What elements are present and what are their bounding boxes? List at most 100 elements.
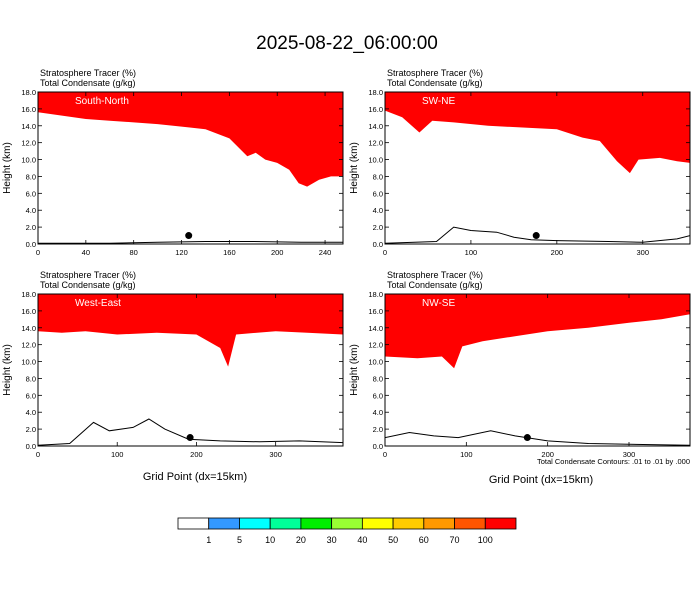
colorbar-swatch (454, 517, 486, 530)
x-tick-label: 100 (465, 248, 478, 257)
y-tick-label: 4.0 (373, 408, 383, 417)
x-tick-label: 0 (383, 450, 387, 459)
y-tick-label: 8.0 (373, 172, 383, 181)
x-tick-label: 200 (271, 248, 284, 257)
y-tick-label: 14.0 (368, 324, 383, 333)
colorbar-swatch (300, 517, 333, 530)
y-tick-label: 12.0 (21, 341, 36, 350)
colorbar-label: 70 (450, 535, 460, 545)
x-tick-label: 300 (623, 450, 636, 459)
colorbar-swatch (331, 517, 363, 530)
colorbar-label: 30 (327, 535, 337, 545)
y-axis-label: Height (km) (349, 142, 360, 194)
tracer-band-0 (385, 294, 690, 369)
y-tick-label: 16.0 (368, 105, 383, 114)
west-east-xlabel: Grid Point (dx=15km) (143, 471, 247, 483)
y-tick-label: 18.0 (368, 88, 383, 97)
tracer-band-0 (38, 92, 343, 187)
y-tick-label: 0.0 (373, 442, 383, 451)
x-tick-label: 200 (190, 450, 203, 459)
panel-header-line: Total Condensate (g/kg) (40, 78, 136, 88)
x-tick-label: 160 (223, 248, 236, 257)
y-tick-label: 2.0 (26, 223, 36, 232)
y-tick-label: 0.0 (26, 442, 36, 451)
plot-frame (37, 91, 344, 245)
terrain-line (385, 226, 690, 244)
y-tick-label: 2.0 (373, 425, 383, 434)
panel-sw-ne: 0.0 2.0 4.0 6.0 8.0 10.0 12.0 14.0 16.0 18.0 0 100 2… (349, 68, 691, 257)
colorbar-label: 20 (296, 535, 306, 545)
colorbar-swatch (484, 517, 517, 530)
y-tick-label: 10.0 (368, 156, 383, 165)
y-tick-label: 14.0 (21, 122, 36, 131)
colorbar-label: 5 (237, 535, 242, 545)
location-marker (186, 434, 194, 442)
y-tick-label: 18.0 (368, 290, 383, 299)
x-tick-label: 0 (36, 450, 40, 459)
terrain-line (385, 430, 690, 446)
x-tick-label: 300 (636, 248, 649, 257)
y-tick-label: 14.0 (21, 324, 36, 333)
y-axis-label: Height (km) (349, 344, 360, 396)
y-tick-label: 4.0 (26, 206, 36, 215)
x-tick-label: 200 (551, 248, 564, 257)
plot-frame (384, 293, 691, 447)
x-tick-label: 80 (130, 248, 138, 257)
y-tick-label: 0.0 (26, 240, 36, 249)
terrain-line (38, 418, 343, 446)
x-tick-label: 100 (111, 450, 124, 459)
y-tick-label: 10.0 (368, 358, 383, 367)
y-tick-label: 2.0 (26, 425, 36, 434)
y-tick-label: 8.0 (26, 374, 36, 383)
panel-header-line: Total Condensate (g/kg) (40, 280, 136, 290)
location-marker (523, 434, 531, 442)
colorbar-swatch (177, 517, 210, 530)
y-tick-label: 10.0 (21, 156, 36, 165)
y-tick-label: 4.0 (26, 408, 36, 417)
y-tick-label: 4.0 (373, 206, 383, 215)
colorbar-swatch (208, 517, 240, 530)
panel-name: SW-NE (422, 96, 455, 107)
panel-header-line: Total Condensate (g/kg) (387, 78, 483, 88)
contour-note: Total Condensate Contours: .01 to .01 by… (537, 457, 690, 466)
y-tick-label: 10.0 (21, 358, 36, 367)
panel-nw-se: 0.0 2.0 4.0 6.0 8.0 10.0 12.0 14.0 16.0 18.0 0 100 2… (349, 270, 691, 459)
y-tick-label: 16.0 (368, 307, 383, 316)
y-tick-label: 0.0 (373, 240, 383, 249)
y-tick-label: 6.0 (373, 391, 383, 400)
colorbar-swatch (423, 517, 455, 530)
panel-header-line: Stratosphere Tracer (%) (387, 68, 483, 78)
colorbar-label: 1 (206, 535, 211, 545)
colorbar-swatch (239, 517, 271, 530)
colorbar-label: 40 (357, 535, 367, 545)
panel-south-north: 0.0 2.0 4.0 6.0 8.0 10.0 12.0 14.0 16.0 18.0 0 40 80… (2, 68, 344, 257)
panel-west-east: 0.0 2.0 4.0 6.0 8.0 10.0 12.0 14.0 16.0 18.0 0 100 2… (2, 270, 344, 459)
terrain-line (38, 241, 343, 244)
panel-header-line: Stratosphere Tracer (%) (40, 270, 136, 280)
location-marker (532, 232, 540, 240)
panels: 0.0 2.0 4.0 6.0 8.0 10.0 12.0 14.0 16.0 18.0 0 40 80… (2, 68, 691, 459)
location-marker (185, 232, 193, 240)
y-axis-label: Height (km) (2, 142, 13, 194)
y-tick-label: 18.0 (21, 88, 36, 97)
x-tick-label: 200 (541, 450, 554, 459)
panel-header-line: Stratosphere Tracer (%) (40, 68, 136, 78)
figure-title: 2025-08-22_06:00:00 (256, 33, 438, 54)
y-tick-label: 6.0 (373, 189, 383, 198)
y-tick-label: 12.0 (368, 139, 383, 148)
y-tick-label: 16.0 (21, 307, 36, 316)
panel-header-line: Stratosphere Tracer (%) (387, 270, 483, 280)
colorbar-label: 50 (388, 535, 398, 545)
x-tick-label: 40 (82, 248, 90, 257)
y-tick-label: 18.0 (21, 290, 36, 299)
x-tick-label: 120 (175, 248, 188, 257)
x-tick-label: 100 (460, 450, 473, 459)
x-tick-label: 300 (269, 450, 282, 459)
plot-frame (384, 91, 691, 245)
nw-se-xlabel: Grid Point (dx=15km) (489, 474, 593, 486)
y-tick-label: 8.0 (26, 172, 36, 181)
colorbar-swatch (269, 517, 302, 530)
y-tick-label: 6.0 (26, 189, 36, 198)
colorbar-swatch (361, 517, 394, 530)
